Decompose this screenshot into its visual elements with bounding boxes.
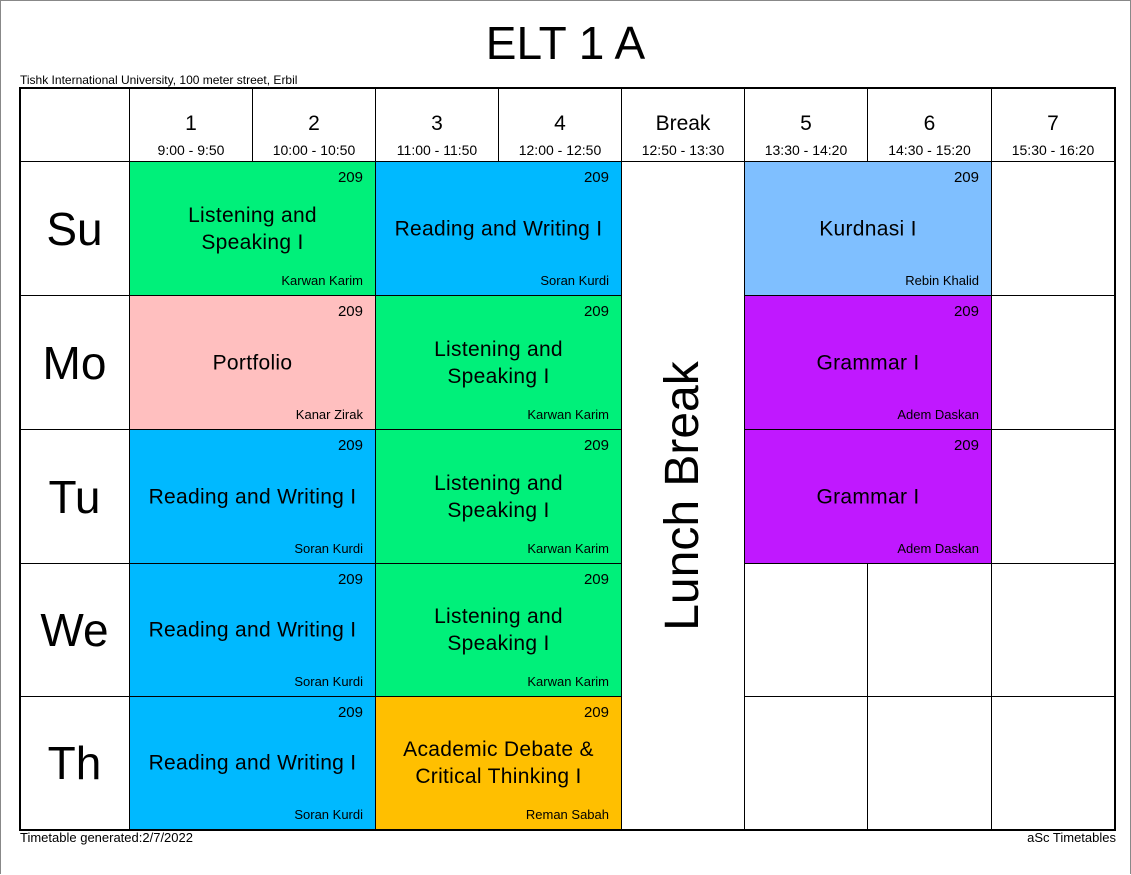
room-number: 209 — [583, 437, 609, 454]
teacher-name: Adem Daskan — [897, 407, 979, 422]
day-label: Tu — [19, 429, 130, 564]
subject-name: Reading and Writing I — [148, 751, 357, 775]
period-header: 4 12:00 - 12:50 — [498, 87, 622, 162]
period-number: 7 — [1047, 112, 1059, 135]
room-number: 209 — [583, 571, 609, 588]
period-time: 10:00 - 10:50 — [272, 142, 356, 158]
institution-address: Tishk International University, 100 mete… — [20, 73, 298, 87]
lesson-card[interactable]: 209 Reading and Writing I Soran Kurdi — [375, 161, 622, 296]
lesson-card[interactable]: 209 Academic Debate & Critical Thinking … — [375, 696, 622, 830]
empty-slot — [991, 429, 1115, 564]
room-number: 209 — [583, 704, 609, 721]
empty-slot — [991, 563, 1115, 697]
period-time: 9:00 - 9:50 — [157, 142, 225, 158]
period-header: 5 13:30 - 14:20 — [744, 87, 868, 162]
period-header: 1 9:00 - 9:50 — [129, 87, 253, 162]
period-number: 2 — [308, 112, 320, 135]
day-label: Th — [19, 696, 130, 830]
subject-name: Reading and Writing I — [148, 618, 357, 642]
empty-slot — [991, 295, 1115, 430]
teacher-name: Soran Kurdi — [294, 807, 363, 822]
subject-name: Reading and Writing I — [394, 217, 603, 240]
lesson-card[interactable]: 209 Reading and Writing I Soran Kurdi — [129, 563, 376, 697]
empty-slot — [744, 696, 868, 830]
subject-name: Grammar I — [816, 351, 920, 374]
day-label: We — [19, 563, 130, 697]
teacher-name: Reman Sabah — [525, 807, 609, 822]
lesson-card[interactable]: 209 Kurdnasi I Rebin Khalid — [744, 161, 992, 296]
room-number: 209 — [337, 437, 363, 454]
day-label: Mo — [19, 295, 130, 430]
room-number: 209 — [953, 303, 979, 320]
room-number: 209 — [337, 704, 363, 721]
period-time: 11:00 - 11:50 — [396, 142, 478, 158]
timetable-title: ELT 1 A — [485, 17, 646, 69]
subject-name: Portfolio — [212, 351, 293, 374]
teacher-name: Soran Kurdi — [294, 541, 363, 556]
lesson-card[interactable]: 209 Listening and Speaking I Karwan Kari… — [375, 295, 622, 430]
lesson-card[interactable]: 209 Grammar I Adem Daskan — [744, 295, 992, 430]
empty-slot — [744, 563, 868, 697]
room-number: 209 — [337, 571, 363, 588]
teacher-name: Karwan Karim — [281, 273, 363, 288]
lesson-card[interactable]: 209 Grammar I Adem Daskan — [744, 429, 992, 564]
software-credit: aSc Timetables — [1027, 830, 1116, 845]
subject-name: Grammar I — [816, 485, 920, 508]
lunch-break-label: Lunch Break — [656, 360, 710, 631]
period-header: 6 14:30 - 15:20 — [867, 87, 992, 162]
period-header: 7 15:30 - 16:20 — [991, 87, 1115, 162]
teacher-name: Soran Kurdi — [540, 273, 609, 288]
lesson-card[interactable]: 209 Listening and Speaking I Karwan Kari… — [129, 161, 376, 296]
subject-name: Kurdnasi I — [819, 217, 917, 240]
period-time: 13:30 - 14:20 — [764, 142, 848, 158]
lunch-break-column: Lunch Break — [621, 161, 745, 830]
period-header: 3 11:00 - 11:50 — [375, 87, 499, 162]
period-number: Break — [655, 112, 711, 135]
teacher-name: Karwan Karim — [527, 407, 609, 422]
day-label: Su — [19, 161, 130, 296]
subject-name: Listening and Speaking I — [434, 605, 563, 655]
lesson-card[interactable]: 209 Reading and Writing I Soran Kurdi — [129, 696, 376, 830]
period-number: 6 — [923, 112, 936, 135]
room-number: 209 — [953, 437, 979, 454]
subject-name: Listening and Speaking I — [434, 471, 563, 522]
period-time: 12:00 - 12:50 — [518, 142, 602, 158]
lesson-card[interactable]: 209 Listening and Speaking I Karwan Kari… — [375, 429, 622, 564]
room-number: 209 — [337, 169, 363, 186]
lesson-card[interactable]: 209 Reading and Writing I Soran Kurdi — [129, 429, 376, 564]
period-number: 4 — [554, 112, 566, 135]
period-time: 12:50 - 13:30 — [641, 142, 725, 158]
period-header: Break 12:50 - 13:30 — [621, 87, 745, 162]
teacher-name: Adem Daskan — [897, 541, 979, 556]
subject-name: Listening and Speaking I — [188, 203, 317, 254]
room-number: 209 — [583, 169, 609, 186]
period-header: 2 10:00 - 10:50 — [252, 87, 376, 162]
empty-slot — [991, 696, 1115, 830]
room-number: 209 — [583, 303, 609, 320]
room-number: 209 — [337, 303, 363, 320]
generated-date: Timetable generated:2/7/2022 — [20, 830, 193, 845]
lesson-card[interactable]: 209 Portfolio Kanar Zirak — [129, 295, 376, 430]
teacher-name: Kanar Zirak — [295, 407, 363, 422]
header-corner — [19, 87, 130, 162]
period-number: 5 — [800, 112, 812, 135]
period-number: 1 — [185, 112, 197, 135]
lesson-card[interactable]: 209 Listening and Speaking I Karwan Kari… — [375, 563, 622, 697]
teacher-name: Soran Kurdi — [294, 674, 363, 689]
subject-name: Listening and Speaking I — [434, 337, 563, 388]
subject-name: Academic Debate & Critical Thinking I — [403, 738, 594, 788]
empty-slot — [867, 696, 992, 830]
room-number: 209 — [953, 169, 979, 186]
empty-slot — [991, 161, 1115, 296]
empty-slot — [867, 563, 992, 697]
teacher-name: Rebin Khalid — [905, 273, 979, 288]
teacher-name: Karwan Karim — [527, 674, 609, 689]
period-time: 14:30 - 15:20 — [888, 142, 971, 158]
period-time: 15:30 - 16:20 — [1011, 142, 1095, 158]
period-number: 3 — [431, 112, 443, 135]
teacher-name: Karwan Karim — [527, 541, 609, 556]
subject-name: Reading and Writing I — [148, 485, 357, 508]
